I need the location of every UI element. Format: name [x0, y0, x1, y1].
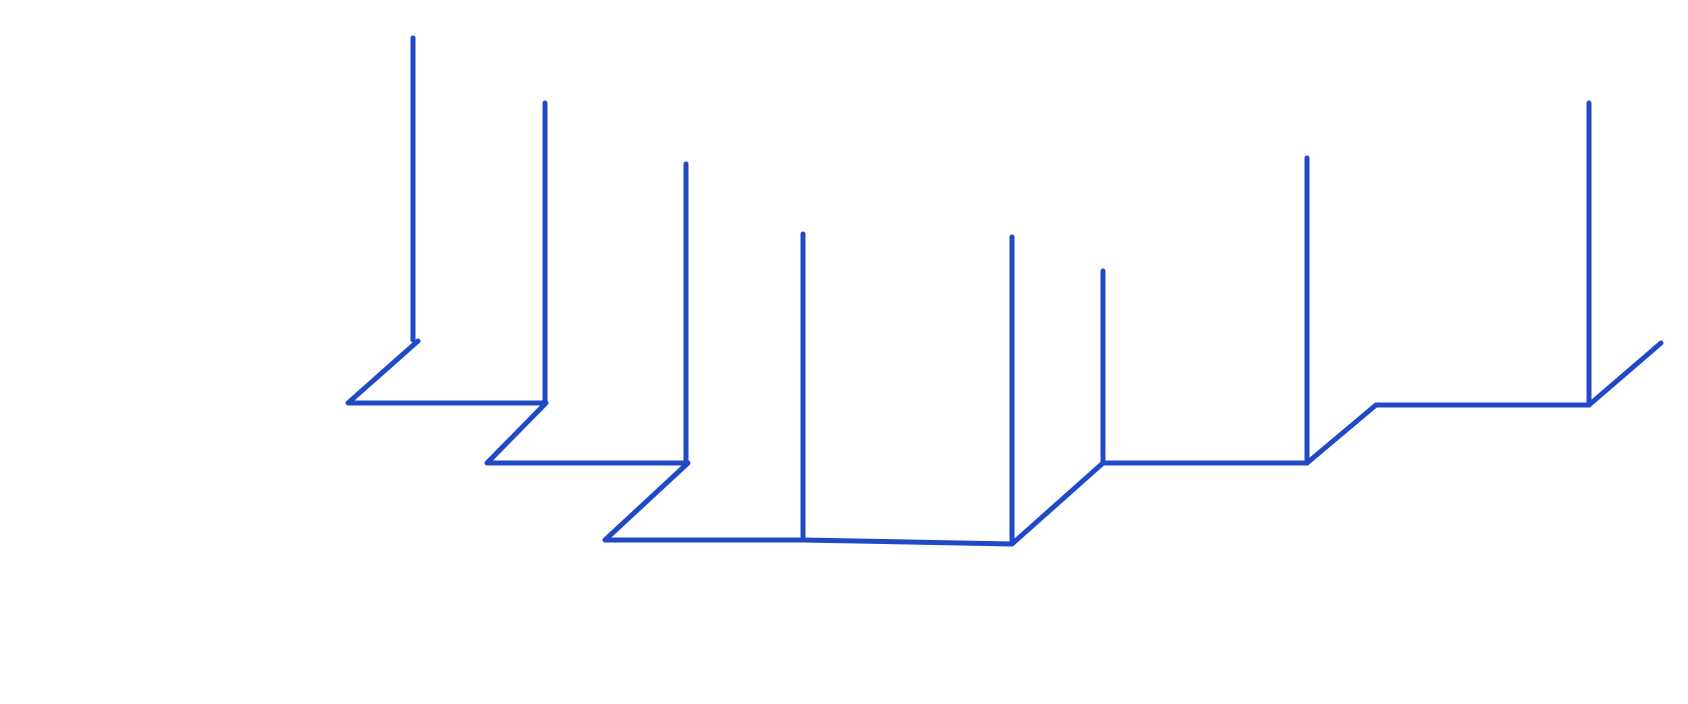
- base-path: [345, 338, 1664, 547]
- pipe-network: [345, 35, 1664, 547]
